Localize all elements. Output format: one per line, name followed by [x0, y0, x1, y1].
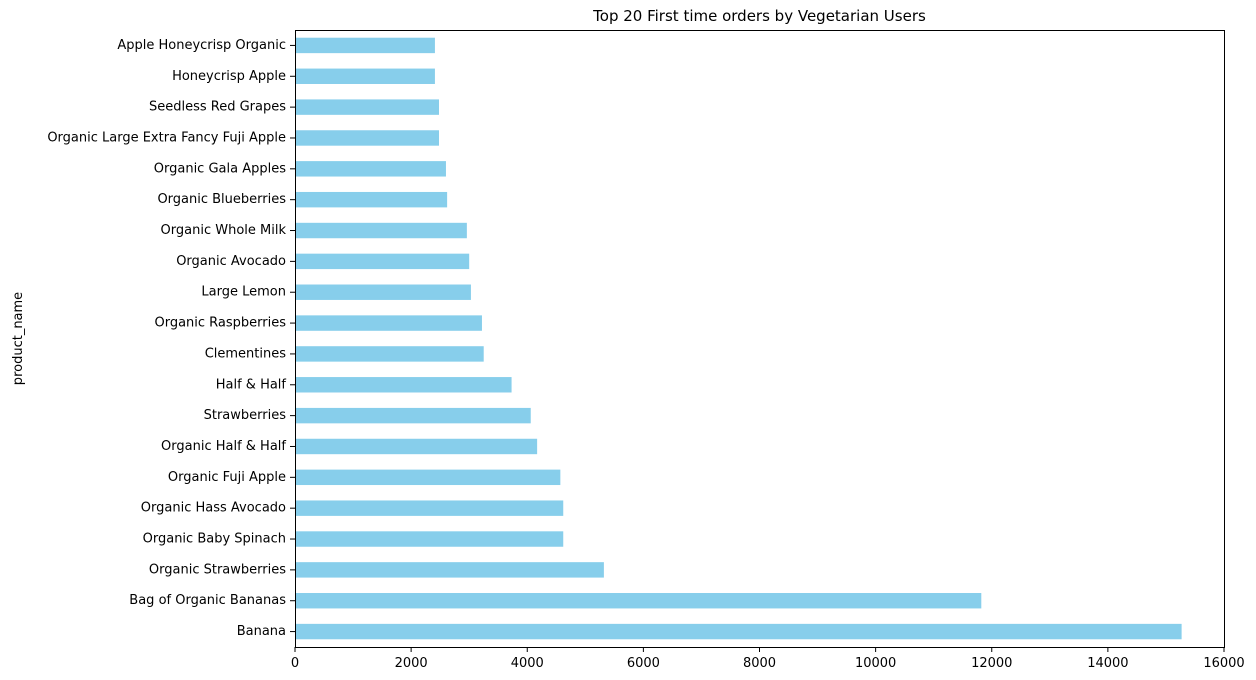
y-axis-ticks: Banana Bag of Organic Bananas Organic Stra…	[47, 38, 295, 639]
bar	[295, 346, 484, 362]
plot-frame	[295, 30, 1225, 648]
bar	[295, 407, 531, 424]
x-tick-label: 16000	[1203, 656, 1244, 671]
bar	[295, 562, 604, 578]
y-tick-label: Organic Blueberries	[157, 192, 286, 207]
bar	[295, 130, 439, 146]
bar	[295, 531, 564, 547]
bars-group	[295, 37, 1182, 640]
y-tick-label: Organic Raspberries	[154, 316, 286, 331]
y-tick-label: Organic Half & Half	[161, 439, 286, 454]
bar	[295, 253, 470, 270]
bar	[295, 438, 538, 455]
y-tick-label: Organic Hass Avocado	[141, 501, 286, 516]
y-tick-label: Bag of Organic Bananas	[129, 593, 286, 608]
x-tick-label: 2000	[395, 656, 428, 671]
bar	[295, 500, 564, 516]
bar	[295, 284, 471, 300]
x-tick-label: 12000	[971, 656, 1012, 671]
y-tick-label: Large Lemon	[201, 285, 286, 300]
x-tick-label: 10000	[855, 656, 896, 671]
x-tick-label: 6000	[627, 656, 660, 671]
x-tick-label: 8000	[743, 656, 776, 671]
y-tick-label: Clementines	[205, 346, 287, 361]
x-axis-ticks: 0 2000 4000 6000 8000 10000 12000 14000 16000	[291, 647, 1245, 671]
y-tick-label: Organic Gala Apples	[154, 161, 286, 176]
y-tick-label: Apple Honeycrisp Organic	[117, 38, 286, 53]
x-tick-label: 4000	[511, 656, 544, 671]
y-tick-label: Half & Half	[216, 377, 287, 392]
bar	[295, 593, 982, 609]
bar	[295, 222, 467, 239]
y-tick-label: Organic Strawberries	[149, 562, 286, 577]
bar	[295, 191, 448, 208]
y-tick-label: Organic Baby Spinach	[143, 532, 286, 547]
x-tick-label: 14000	[1087, 656, 1128, 671]
y-axis-label: product_name	[11, 292, 26, 385]
bar	[295, 99, 439, 115]
y-tick-label: Organic Whole Milk	[161, 223, 287, 238]
y-tick-label: Banana	[237, 624, 286, 639]
y-tick-label: Organic Large Extra Fancy Fuji Apple	[47, 130, 286, 145]
bar	[295, 377, 512, 393]
y-tick-label: Strawberries	[204, 408, 287, 423]
bar	[295, 37, 435, 54]
bar	[295, 161, 446, 177]
y-tick-label: Organic Avocado	[176, 254, 286, 269]
y-tick-label: Seedless Red Grapes	[149, 100, 286, 115]
bar	[295, 469, 561, 486]
y-tick-label: Organic Fuji Apple	[168, 470, 286, 485]
y-tick-label: Honeycrisp Apple	[172, 69, 286, 84]
x-tick-label: 0	[291, 656, 299, 671]
bar	[295, 68, 435, 84]
chart-title: Top 20 First time orders by Vegetarian U…	[592, 7, 926, 25]
bar	[295, 315, 482, 331]
bar	[295, 623, 1182, 640]
